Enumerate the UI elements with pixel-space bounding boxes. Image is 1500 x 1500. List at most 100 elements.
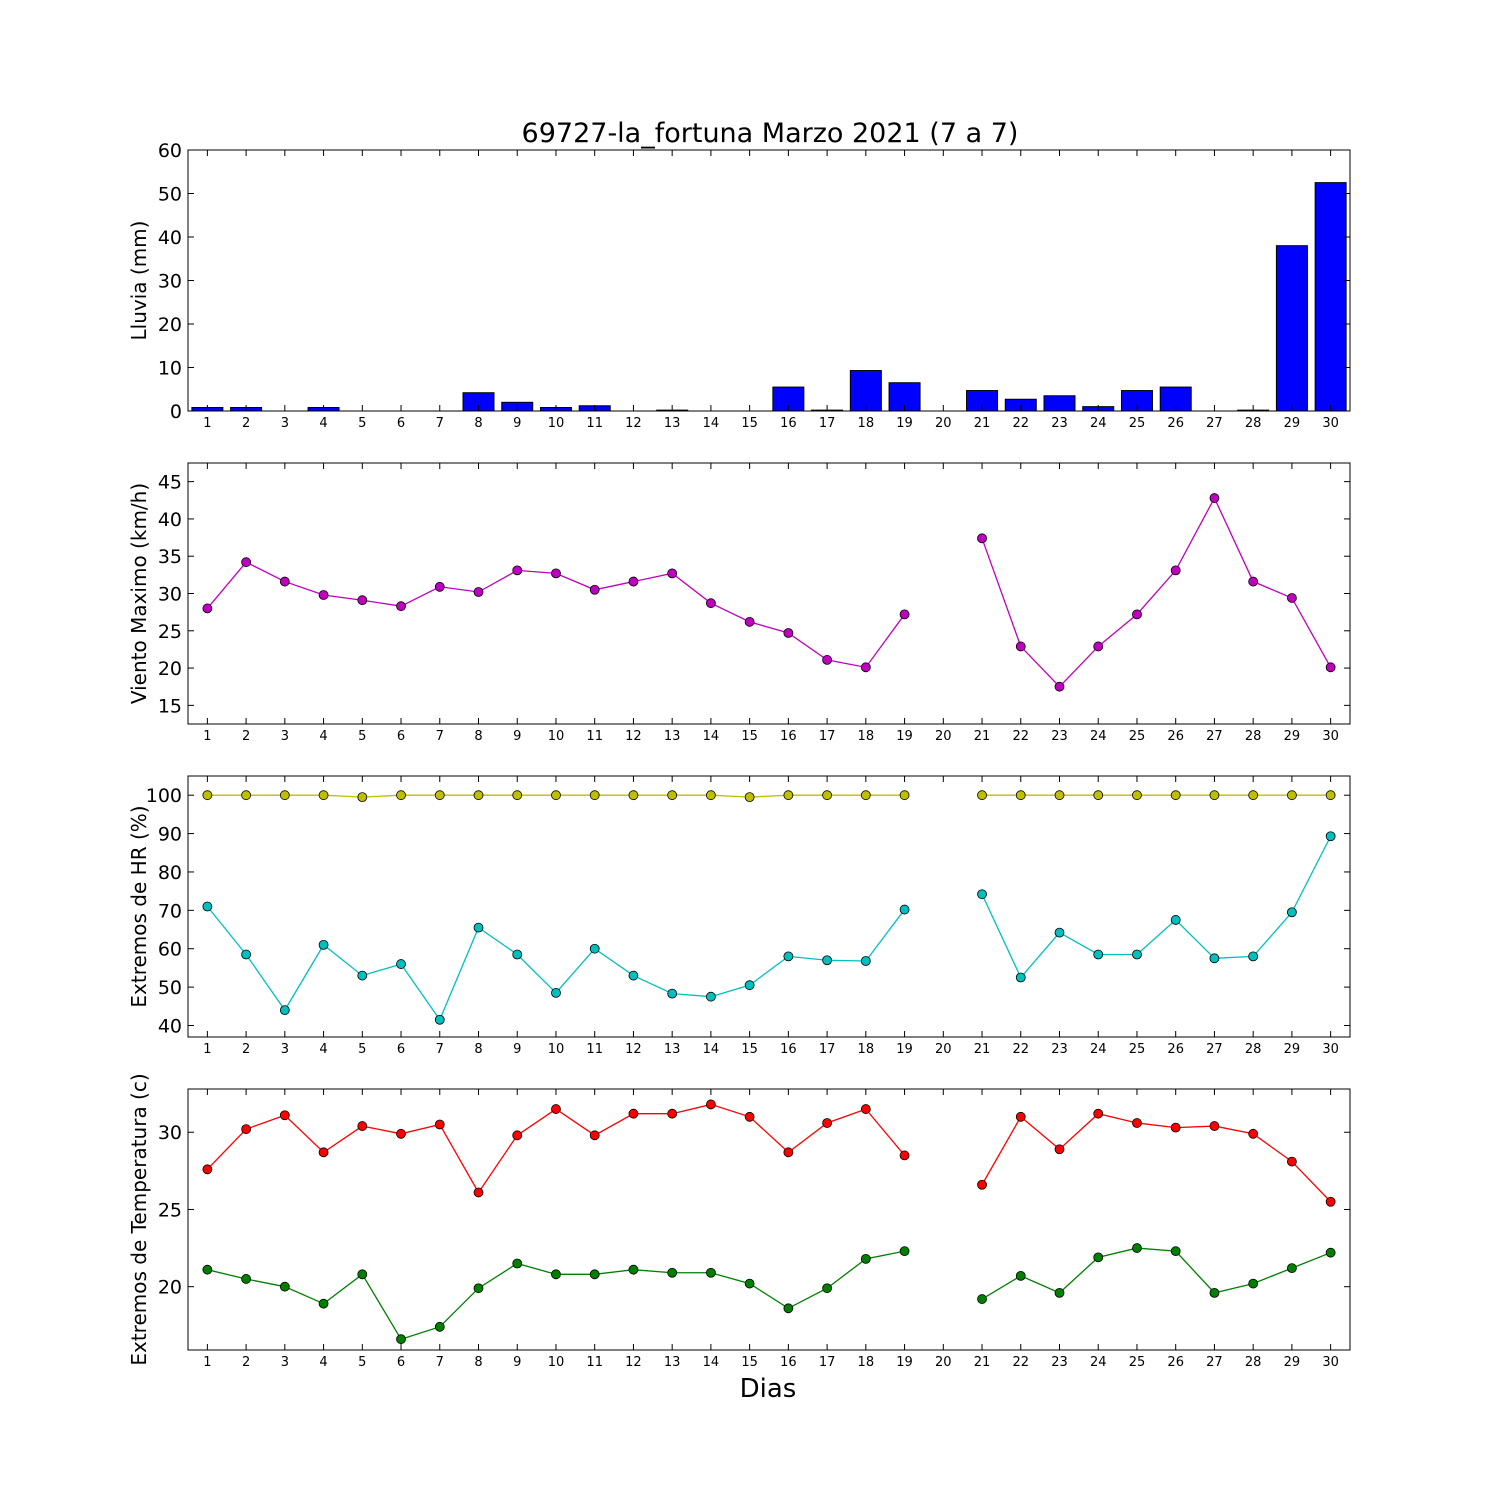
series-1-point-day-15 (744, 792, 755, 803)
series-1-point-day-5 (357, 1121, 368, 1131)
series-1-point-day-9 (512, 565, 523, 576)
x-tick-label: 30 (1322, 729, 1339, 744)
x-tick-label: 19 (896, 416, 913, 431)
x-tick-label: 16 (780, 416, 797, 431)
series-1-point-day-25 (1132, 609, 1142, 620)
series-1-point-day-8 (473, 1187, 484, 1198)
series-1-line-2 (981, 1112, 1332, 1203)
y-tick-label: 100 (146, 785, 182, 807)
series-2-point-day-24 (1093, 949, 1104, 960)
series-2-point-day-25 (1132, 1243, 1142, 1253)
x-tick-label: 8 (474, 416, 482, 431)
y-tick-label: 60 (158, 939, 182, 961)
bar-day-29 (1275, 245, 1308, 412)
series-2-point-day-8 (473, 922, 484, 933)
x-tick-label: 21 (974, 416, 991, 431)
series-1-point-day-14 (706, 790, 716, 801)
x-tick-label: 23 (1051, 1355, 1068, 1370)
series-1-point-day-25 (1132, 1118, 1142, 1128)
y-tick-label: 50 (158, 184, 182, 206)
series-1-point-day-14 (706, 598, 716, 609)
x-tick-label: 4 (319, 1355, 327, 1370)
series-1-point-day-29 (1287, 1156, 1297, 1167)
series-1-point-day-7 (434, 790, 445, 801)
x-tick-label: 27 (1206, 1042, 1223, 1057)
series-1-point-day-21 (977, 1179, 987, 1190)
series-2-point-day-22 (1015, 1270, 1026, 1281)
x-tick-label: 10 (548, 1042, 565, 1057)
series-1-point-day-12 (628, 576, 639, 587)
series-2-line-1 (207, 1250, 905, 1340)
series-2-point-day-26 (1170, 915, 1181, 925)
series-1-point-day-27 (1209, 493, 1220, 503)
series-1-point-day-23 (1054, 790, 1065, 801)
y-tick-label: 80 (158, 862, 182, 884)
series-2-point-day-1 (202, 1264, 213, 1275)
series-1-point-day-19 (899, 1150, 910, 1161)
panel-2: 1 2 3 4 5 6 7 8 9 10 11 12 13 14 15 16 17 18 19 20 21 22 23 24 2… (127, 462, 1351, 744)
series-1-point-day-15 (744, 616, 755, 627)
plot-frame (187, 149, 1351, 412)
series-1-point-day-2 (241, 790, 252, 801)
x-tick-label: 27 (1206, 416, 1223, 431)
x-tick-label: 18 (858, 1355, 875, 1370)
chart-title: 69727-la_fortuna Marzo 2021 (7 a 7) (522, 118, 1019, 149)
series-1-point-day-10 (551, 568, 561, 579)
series-1-point-day-17 (822, 790, 832, 801)
series-1-point-day-21 (977, 790, 987, 801)
x-tick-label: 6 (397, 1042, 405, 1057)
x-tick-label: 22 (1012, 416, 1029, 431)
series-1-point-day-2 (241, 557, 252, 568)
y-tick-label: 40 (158, 227, 182, 249)
series-1-point-day-11 (589, 1130, 600, 1141)
x-tick-label: 22 (1012, 1355, 1029, 1370)
y-tick-label: 40 (158, 1015, 182, 1037)
x-tick-label: 26 (1167, 416, 1184, 431)
y-tick-label: 20 (158, 314, 182, 336)
x-tick-label: 3 (281, 1355, 289, 1370)
series-1-point-day-26 (1170, 1122, 1181, 1133)
series-1-point-day-22 (1015, 790, 1026, 801)
series-2-point-day-23 (1054, 927, 1065, 938)
x-tick-label: 11 (586, 416, 603, 431)
x-tick-label: 16 (780, 729, 797, 744)
series-1-point-day-12 (628, 790, 639, 801)
x-tick-label: 15 (741, 729, 758, 744)
x-tick-label: 19 (896, 1355, 913, 1370)
x-tick-label: 25 (1129, 1355, 1146, 1370)
x-tick-label: 4 (319, 416, 327, 431)
y-tick-label: 30 (158, 271, 182, 293)
series-2-point-day-14 (706, 991, 716, 1002)
series-2-point-day-16 (783, 951, 794, 962)
x-tick-label: 23 (1051, 1042, 1068, 1057)
y-tick-label: 20 (158, 1277, 182, 1299)
x-tick-label: 23 (1051, 729, 1068, 744)
series-2-point-day-9 (512, 949, 523, 960)
x-tick-label: 5 (358, 729, 366, 744)
x-tick-label: 26 (1167, 1042, 1184, 1057)
x-tick-label: 12 (625, 1042, 642, 1057)
series-2-point-day-26 (1170, 1246, 1181, 1257)
series-1-point-day-4 (318, 1147, 329, 1158)
series-1-point-day-3 (279, 790, 290, 801)
x-tick-label: 27 (1206, 729, 1223, 744)
x-tick-label: 11 (586, 1355, 603, 1370)
bar-day-30 (1314, 182, 1347, 412)
bar-day-18 (849, 370, 882, 412)
series-1-point-day-26 (1170, 790, 1181, 801)
x-tick-label: 13 (664, 416, 681, 431)
series-2-point-day-21 (977, 889, 987, 900)
x-tick-label: 1 (203, 729, 211, 744)
panel-1: 1 2 3 4 5 6 7 8 9 10 11 12 13 14 15 16 17 18 19 20 21 22 23 24 2… (127, 140, 1351, 431)
x-tick-label: 28 (1245, 1042, 1262, 1057)
series-2-point-day-11 (589, 1269, 600, 1280)
x-tick-label: 7 (436, 1042, 444, 1057)
series-1-point-day-29 (1287, 593, 1297, 603)
series-2-point-day-28 (1248, 1278, 1259, 1289)
x-tick-label: 26 (1167, 729, 1184, 744)
y-tick-label: 20 (158, 658, 182, 680)
x-tick-label: 13 (664, 729, 681, 744)
x-tick-label: 8 (474, 1355, 482, 1370)
panel-3: 1 2 3 4 5 6 7 8 9 10 11 12 13 14 15 16 17 18 19 20 21 22 23 24 2… (127, 775, 1351, 1057)
x-tick-label: 24 (1090, 1355, 1107, 1370)
